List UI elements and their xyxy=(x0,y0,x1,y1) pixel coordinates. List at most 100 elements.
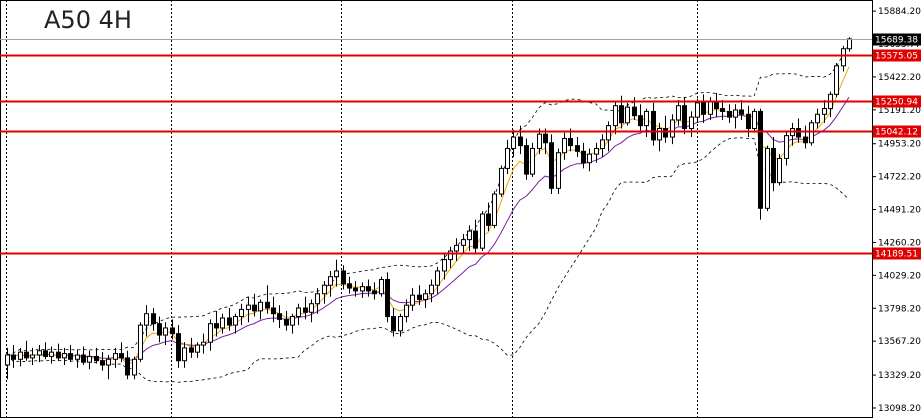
bullish-candle xyxy=(410,294,415,306)
bullish-candle xyxy=(594,147,599,155)
bullish-candle xyxy=(587,153,592,164)
bullish-candle xyxy=(708,100,713,115)
bearish-candle xyxy=(727,110,732,118)
bullish-candle xyxy=(733,109,738,118)
bearish-candle xyxy=(568,137,573,147)
bullish-candle xyxy=(625,106,630,124)
bullish-candle xyxy=(106,358,111,366)
bullish-candle xyxy=(676,105,681,121)
current-price-label: 15689.38 xyxy=(875,36,918,46)
bearish-candle xyxy=(176,333,181,362)
bearish-candle xyxy=(303,307,308,313)
bullish-candle xyxy=(834,65,839,95)
bearish-candle xyxy=(252,304,257,312)
bearish-candle xyxy=(739,109,744,115)
level-label-box xyxy=(873,49,921,62)
bearish-candle xyxy=(619,105,624,124)
bearish-candle xyxy=(714,100,719,110)
bullish-candle xyxy=(423,293,428,300)
bearish-candle xyxy=(227,317,232,326)
chart-title: A50 4H xyxy=(44,6,132,34)
bearish-candle xyxy=(651,110,656,141)
bearish-candle xyxy=(385,279,390,318)
bullish-candle xyxy=(784,135,789,159)
bearish-candle xyxy=(803,136,808,144)
level-label: 15575.05 xyxy=(875,52,918,62)
bullish-candle xyxy=(695,102,700,118)
bullish-candle xyxy=(480,213,485,249)
bearish-candle xyxy=(265,301,270,309)
bearish-candle xyxy=(524,145,529,175)
bullish-candle xyxy=(138,324,143,360)
level-label: 15250.94 xyxy=(875,98,918,108)
slow-moving-average-line xyxy=(6,96,850,361)
bullish-candle xyxy=(195,344,200,353)
bearish-candle xyxy=(701,102,706,115)
bullish-candle xyxy=(182,347,187,362)
bullish-candle xyxy=(765,147,770,209)
bearish-candle xyxy=(518,136,523,147)
bullish-candle xyxy=(613,105,618,127)
y-tick-label: 15422.20 xyxy=(878,73,921,83)
bullish-candle xyxy=(75,354,80,360)
bollinger-lower-band xyxy=(6,137,850,383)
bullish-candle xyxy=(5,354,10,366)
y-tick-label: 15884.20 xyxy=(878,7,921,17)
bullish-candle xyxy=(689,116,694,130)
bearish-candle xyxy=(543,133,548,144)
bearish-candle xyxy=(632,106,637,117)
bullish-candle xyxy=(37,350,42,356)
bearish-candle xyxy=(189,347,194,353)
bullish-candle xyxy=(49,351,54,357)
bearish-candle xyxy=(758,110,763,209)
bearish-candle xyxy=(372,290,377,295)
bullish-candle xyxy=(163,327,168,336)
bullish-candle xyxy=(290,316,295,326)
bearish-candle xyxy=(581,150,586,164)
y-tick-label: 13098.20 xyxy=(878,404,921,414)
bullish-candle xyxy=(847,38,852,50)
bearish-candle xyxy=(366,286,371,292)
bearish-candle xyxy=(341,270,346,285)
bearish-candle xyxy=(119,353,124,359)
bullish-candle xyxy=(670,119,675,138)
plot-frame xyxy=(0,0,873,418)
bearish-candle xyxy=(796,128,801,138)
bullish-candle xyxy=(208,323,213,343)
bullish-candle xyxy=(201,341,206,346)
bullish-candle xyxy=(606,125,611,141)
bullish-candle xyxy=(511,136,516,149)
bullish-candle xyxy=(815,113,820,124)
bullish-candle xyxy=(505,147,510,169)
bearish-candle xyxy=(353,287,358,292)
bearish-candle xyxy=(473,230,478,249)
bullish-candle xyxy=(309,303,314,313)
level-label: 15042.12 xyxy=(875,128,918,138)
bullish-candle xyxy=(454,244,459,252)
bullish-candle xyxy=(657,128,662,141)
level-label: 14189.51 xyxy=(875,250,918,260)
bearish-candle xyxy=(486,213,491,226)
bullish-candle xyxy=(822,108,827,115)
bearish-candle xyxy=(391,316,396,332)
bearish-candle xyxy=(170,327,175,335)
bullish-candle xyxy=(448,250,453,261)
y-tick-label: 13329.20 xyxy=(878,371,921,381)
bearish-candle xyxy=(100,360,105,366)
bearish-candle xyxy=(277,313,282,320)
bullish-candle xyxy=(132,358,137,376)
bullish-candle xyxy=(644,110,649,127)
bearish-candle xyxy=(43,350,48,357)
bearish-candle xyxy=(284,318,289,326)
y-tick-label: 13798.20 xyxy=(878,304,921,314)
bearish-candle xyxy=(151,313,156,325)
bullish-candle xyxy=(315,293,320,305)
current-price-box xyxy=(873,33,921,46)
bullish-candle xyxy=(530,147,535,175)
bearish-candle xyxy=(417,294,422,300)
bullish-candle xyxy=(841,48,846,67)
bullish-candle xyxy=(600,139,605,149)
bullish-candle xyxy=(328,276,333,286)
